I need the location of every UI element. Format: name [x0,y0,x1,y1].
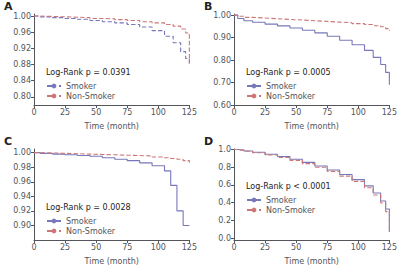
svg-text:0.90: 0.90 [13,221,31,230]
svg-text:125: 125 [382,108,397,117]
svg-text:Time (month): Time (month) [84,122,139,131]
svg-text:25: 25 [60,108,70,117]
svg-text:0: 0 [231,243,236,252]
svg-text:C: C [4,135,12,148]
svg-text:Time (month): Time (month) [84,257,139,266]
svg-text:Smoker: Smoker [266,82,297,91]
svg-text:0.6: 0.6 [218,180,231,189]
svg-text:0.0: 0.0 [218,234,231,243]
svg-text:100: 100 [351,108,366,117]
svg-text:50: 50 [291,243,301,252]
svg-text:Time (month): Time (month) [284,122,339,131]
svg-text:Smoker: Smoker [66,82,97,91]
svg-text:50: 50 [91,243,101,252]
svg-text:0.60: 0.60 [213,101,231,110]
svg-text:Smoker: Smoker [266,196,297,205]
svg-text:75: 75 [322,243,332,252]
svg-text:50: 50 [291,108,301,117]
svg-text:100: 100 [351,243,366,252]
svg-text:Non-Smoker: Non-Smoker [266,206,316,215]
svg-text:0.70: 0.70 [213,78,231,87]
svg-text:0.90: 0.90 [213,33,231,42]
svg-text:Non-Smoker: Non-Smoker [66,92,116,101]
svg-text:100: 100 [151,108,166,117]
svg-text:75: 75 [122,108,132,117]
svg-text:50: 50 [91,108,101,117]
svg-text:0.88: 0.88 [13,60,31,69]
svg-text:25: 25 [260,108,270,117]
svg-text:0.96: 0.96 [13,177,31,186]
svg-text:Non-Smoker: Non-Smoker [66,227,116,236]
svg-text:Smoker: Smoker [66,217,97,226]
svg-text:75: 75 [122,243,132,252]
svg-text:125: 125 [182,243,197,252]
svg-text:25: 25 [260,243,270,252]
svg-text:Log-Rank p = 0.0028: Log-Rank p = 0.0028 [46,203,131,212]
svg-text:0.4: 0.4 [218,198,231,207]
svg-text:0.8: 0.8 [218,163,231,172]
svg-text:125: 125 [182,108,197,117]
svg-text:0.84: 0.84 [13,76,31,85]
svg-text:Log-Rank p = 0.0391: Log-Rank p = 0.0391 [46,68,131,77]
svg-text:Log-Rank p = 0.0005: Log-Rank p = 0.0005 [246,68,331,77]
svg-text:0.80: 0.80 [13,92,31,101]
svg-text:B: B [204,0,212,13]
svg-text:25: 25 [60,243,70,252]
svg-text:1.00: 1.00 [13,148,31,157]
svg-text:0.92: 0.92 [13,44,31,53]
svg-text:0: 0 [231,108,236,117]
svg-text:0: 0 [31,243,36,252]
svg-text:1.0: 1.0 [218,145,231,154]
svg-text:1.00: 1.00 [13,12,31,21]
svg-text:0.94: 0.94 [13,192,31,201]
svg-text:100: 100 [151,243,166,252]
svg-text:Non-Smoker: Non-Smoker [266,92,316,101]
svg-text:1.00: 1.00 [213,11,231,20]
svg-text:0.80: 0.80 [213,56,231,65]
svg-text:0: 0 [31,108,36,117]
svg-text:0.96: 0.96 [13,28,31,37]
svg-text:0.98: 0.98 [13,163,31,172]
svg-text:A: A [4,0,13,13]
svg-text:125: 125 [382,243,397,252]
svg-text:Time (month): Time (month) [284,257,339,266]
svg-text:75: 75 [322,108,332,117]
svg-text:Log-Rank p < 0.0001: Log-Rank p < 0.0001 [246,182,331,191]
svg-text:D: D [204,135,213,148]
svg-text:0.92: 0.92 [13,206,31,215]
svg-text:0.2: 0.2 [218,216,231,225]
